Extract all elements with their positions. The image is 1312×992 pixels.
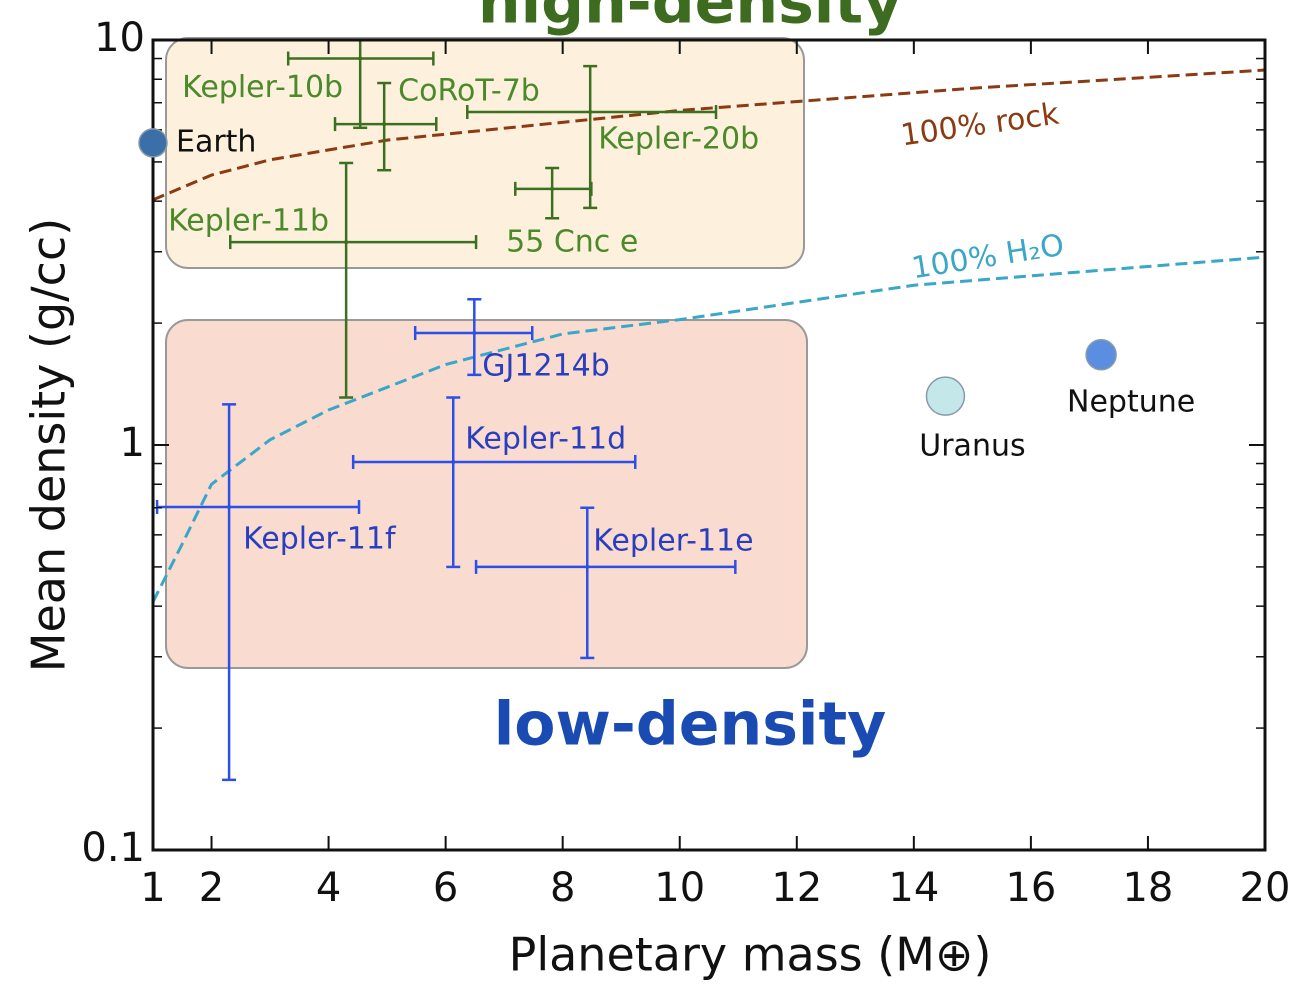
point-label: Kepler-10b	[182, 70, 343, 105]
planet-marker	[925, 376, 966, 416]
x-tick-label: 2	[199, 865, 224, 911]
planet-label: Neptune	[1067, 384, 1195, 419]
x-tick-label: 10	[654, 865, 705, 911]
region-title-high: high-density	[478, 0, 902, 38]
point-label: Kepler-11b	[168, 204, 329, 239]
x-tick-label: 14	[888, 865, 939, 911]
low-density-region	[165, 319, 808, 669]
x-tick-label: 8	[550, 865, 575, 911]
x-tick-label: 6	[433, 865, 458, 911]
point-center	[588, 110, 593, 115]
model-curve	[153, 255, 1265, 603]
x-tick-label: 16	[1005, 865, 1056, 911]
curve-label: 100% H₂O	[909, 228, 1066, 287]
point-center	[358, 56, 363, 61]
region-title-low: low-density	[494, 690, 887, 760]
x-tick-label: 12	[771, 865, 822, 911]
point-center	[451, 459, 456, 464]
point-center	[585, 564, 590, 569]
point-center	[382, 122, 387, 127]
x-tick-label: 18	[1122, 865, 1173, 911]
curve-label: 100% rock	[899, 97, 1062, 154]
x-tick-label: 1	[140, 865, 165, 911]
point-center	[550, 186, 555, 191]
point-center	[227, 504, 232, 509]
x-axis-label: Planetary mass (M⊕)	[509, 928, 992, 982]
point-label: Kepler-11d	[465, 421, 626, 456]
planet-marker	[1085, 339, 1117, 371]
x-tick-label: 4	[316, 865, 341, 911]
high-density-region	[165, 37, 805, 269]
point-center	[472, 331, 477, 336]
plot-area	[153, 40, 1265, 782]
model-curve	[153, 68, 1265, 202]
planet-label: Earth	[176, 124, 256, 159]
planet-label: Uranus	[919, 429, 1025, 464]
y-tick-label: 0.1	[81, 825, 145, 871]
point-label: Kepler-11e	[593, 523, 753, 558]
y-tick-label: 10	[94, 15, 145, 61]
point-label: Kepler-20b	[598, 122, 759, 157]
planet-marker	[138, 128, 168, 158]
y-axis-label: Mean density (g/cc)	[22, 218, 76, 672]
point-center	[344, 240, 349, 245]
point-label: GJ1214b	[482, 349, 609, 384]
y-tick-label: 1	[120, 420, 145, 466]
x-tick-label: 20	[1240, 865, 1291, 911]
point-label: 55 Cnc e	[506, 224, 638, 259]
point-label: Kepler-11f	[243, 521, 397, 556]
point-label: CoRoT-7b	[398, 74, 540, 109]
